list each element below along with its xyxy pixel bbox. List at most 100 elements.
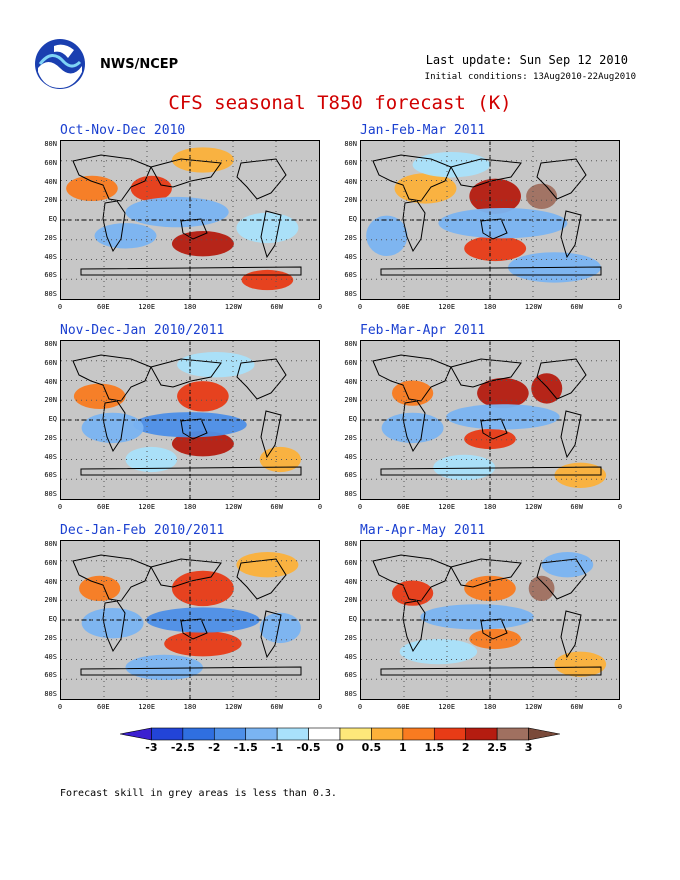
colorbar-swatch [182, 727, 215, 741]
longitude-label: 0 [617, 503, 623, 511]
page-title: CFS seasonal T850 forecast (K) [168, 92, 512, 114]
latitude-label: 20S [44, 433, 57, 442]
colorbar-swatch [465, 727, 498, 741]
latitude-label: 60S [344, 471, 357, 480]
colorbar-swatch [496, 727, 529, 741]
panel-title: Jan-Feb-Mar 2011 [360, 123, 486, 138]
colorbar-swatch [276, 727, 309, 741]
longitude-label: 60E [397, 703, 410, 711]
latitude-label: 60S [44, 671, 57, 680]
longitude-label: 120E [438, 303, 456, 311]
colorbar-swatch [308, 727, 341, 741]
latitude-label: 40S [44, 252, 57, 261]
latitude-label: 40S [44, 452, 57, 461]
longitude-label: 0 [317, 503, 323, 511]
longitude-label: 180 [183, 703, 197, 711]
noaa-logo-icon [34, 38, 86, 90]
latitude-label: 20S [344, 433, 357, 442]
panel-title: Nov-Dec-Jan 2010/2011 [60, 323, 225, 338]
longitude-label: 60W [570, 303, 583, 311]
latitude-label: 80S [344, 690, 357, 698]
longitude-label: 180 [483, 703, 497, 711]
colorbar-swatch [339, 727, 372, 741]
colorbar-label: 2 [461, 741, 470, 754]
longitude-label: 180 [183, 303, 197, 311]
colorbar-label: -0.5 [296, 741, 321, 754]
longitude-label: 60E [97, 303, 110, 311]
longitude-label: 0 [317, 703, 323, 711]
forecast-map [360, 340, 620, 500]
longitude-label: 180 [183, 503, 197, 511]
longitude-label: 60W [270, 303, 283, 311]
longitude-label: 180 [483, 303, 497, 311]
latitude-label: 40N [44, 177, 57, 186]
longitude-label: 0 [57, 303, 63, 311]
forecast-map [60, 340, 320, 500]
longitude-label: 60W [270, 703, 283, 711]
colorbar-scale [120, 727, 560, 741]
latitude-label: 20N [44, 196, 57, 205]
latitude-label: 60N [44, 358, 57, 367]
colorbar-swatch [528, 727, 560, 741]
latitude-label: 40N [44, 577, 57, 586]
longitude-label: 60W [270, 503, 283, 511]
latitude-label: 80S [44, 490, 57, 498]
initial-conditions-text: Initial conditions: 13Aug2010-22Aug2010 [424, 72, 636, 82]
latitude-label: 80N [344, 140, 357, 148]
panel-title: Feb-Mar-Apr 2011 [360, 323, 486, 338]
longitude-label: 0 [57, 503, 63, 511]
latitude-label: 40S [44, 652, 57, 661]
last-update-text: Last update: Sun Sep 12 2010 [425, 53, 628, 67]
longitude-label: 60E [397, 303, 410, 311]
latitude-label: 20N [44, 396, 57, 405]
longitude-label: 120E [138, 503, 156, 511]
latitude-label: 40N [44, 377, 57, 386]
latitude-label: 20N [344, 596, 357, 605]
colorbar-swatch [245, 727, 278, 741]
latitude-label: 60S [344, 671, 357, 680]
longitude-label: 120W [224, 303, 242, 311]
colorbar-label: -2 [208, 741, 221, 754]
latitude-label: 40N [344, 177, 357, 186]
forecast-map [60, 140, 320, 300]
latitude-label: 60S [344, 271, 357, 280]
latitude-label: 60S [44, 471, 57, 480]
latitude-label: 80S [344, 290, 357, 298]
latitude-label: 20N [344, 396, 357, 405]
longitude-label: 0 [357, 303, 363, 311]
latitude-label: 40S [344, 652, 357, 661]
panel-title: Mar-Apr-May 2011 [360, 523, 486, 538]
colorbar-swatch [213, 727, 247, 741]
forecast-map [60, 540, 320, 700]
latitude-label: 40N [344, 577, 357, 586]
panel-title: Oct-Nov-Dec 2010 [60, 123, 186, 138]
latitude-label: EQ [348, 215, 357, 223]
agency-name: NWS/NCEP [100, 57, 179, 72]
colorbar-label: -1.5 [233, 741, 258, 754]
footnote: Forecast skill in grey areas is less tha… [60, 788, 337, 799]
longitude-label: 60E [397, 503, 410, 511]
latitude-label: 80N [44, 540, 57, 548]
latitude-label: 60N [344, 358, 357, 367]
latitude-label: 20S [44, 233, 57, 242]
latitude-label: 20N [44, 596, 57, 605]
latitude-label: EQ [48, 215, 57, 223]
latitude-label: EQ [48, 615, 57, 623]
colorbar-label: 2.5 [487, 741, 507, 754]
latitude-label: 60S [44, 271, 57, 280]
latitude-label: 60N [44, 158, 57, 167]
longitude-label: 120E [138, 703, 156, 711]
latitude-label: 80N [44, 340, 57, 348]
latitude-label: 40S [344, 452, 357, 461]
latitude-label: 80N [344, 340, 357, 348]
latitude-label: 80S [344, 490, 357, 498]
longitude-label: 120W [524, 303, 542, 311]
longitude-label: 0 [617, 303, 623, 311]
colorbar-label: -3 [145, 741, 158, 754]
latitude-label: EQ [348, 615, 357, 623]
longitude-label: 0 [57, 703, 63, 711]
colorbar-swatch [371, 727, 404, 741]
colorbar-swatch [120, 727, 152, 741]
panel-title: Dec-Jan-Feb 2010/2011 [60, 523, 225, 538]
colorbar-label: 0 [336, 741, 344, 754]
